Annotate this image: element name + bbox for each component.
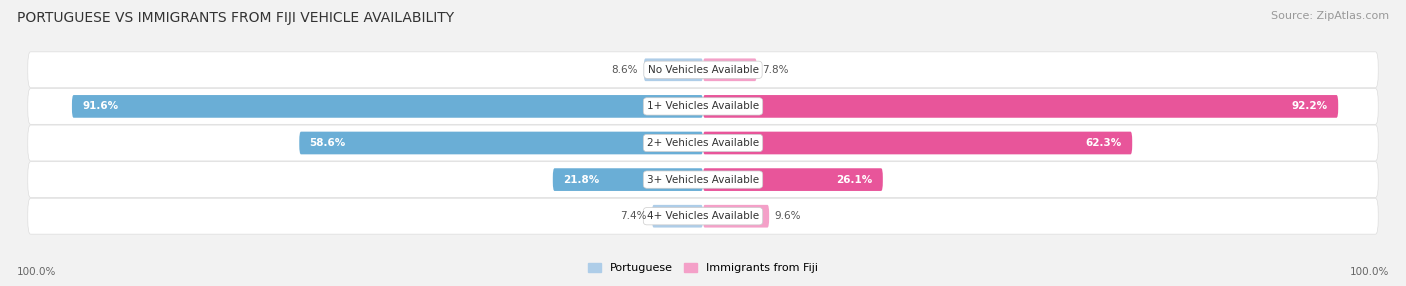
Text: 91.6%: 91.6% [83,102,118,111]
Text: 100.0%: 100.0% [1350,267,1389,277]
Text: 58.6%: 58.6% [309,138,346,148]
FancyBboxPatch shape [28,198,1378,234]
Text: 1+ Vehicles Available: 1+ Vehicles Available [647,102,759,111]
FancyBboxPatch shape [703,58,756,81]
Legend: Portuguese, Immigrants from Fiji: Portuguese, Immigrants from Fiji [583,258,823,278]
Text: 7.8%: 7.8% [762,65,789,75]
Text: 100.0%: 100.0% [17,267,56,277]
Text: 8.6%: 8.6% [612,65,638,75]
Text: 62.3%: 62.3% [1085,138,1122,148]
FancyBboxPatch shape [553,168,703,191]
Text: 2+ Vehicles Available: 2+ Vehicles Available [647,138,759,148]
FancyBboxPatch shape [28,162,1378,198]
Text: 7.4%: 7.4% [620,211,647,221]
FancyBboxPatch shape [703,95,1339,118]
FancyBboxPatch shape [644,58,703,81]
Text: 3+ Vehicles Available: 3+ Vehicles Available [647,175,759,184]
FancyBboxPatch shape [28,52,1378,88]
FancyBboxPatch shape [28,88,1378,124]
FancyBboxPatch shape [28,125,1378,161]
FancyBboxPatch shape [703,205,769,228]
Text: 26.1%: 26.1% [837,175,873,184]
Text: 92.2%: 92.2% [1292,102,1327,111]
FancyBboxPatch shape [652,205,703,228]
Text: Source: ZipAtlas.com: Source: ZipAtlas.com [1271,11,1389,21]
FancyBboxPatch shape [299,132,703,154]
FancyBboxPatch shape [72,95,703,118]
Text: PORTUGUESE VS IMMIGRANTS FROM FIJI VEHICLE AVAILABILITY: PORTUGUESE VS IMMIGRANTS FROM FIJI VEHIC… [17,11,454,25]
Text: No Vehicles Available: No Vehicles Available [648,65,758,75]
FancyBboxPatch shape [703,168,883,191]
Text: 4+ Vehicles Available: 4+ Vehicles Available [647,211,759,221]
FancyBboxPatch shape [703,132,1132,154]
Text: 21.8%: 21.8% [564,175,599,184]
Text: 9.6%: 9.6% [775,211,801,221]
